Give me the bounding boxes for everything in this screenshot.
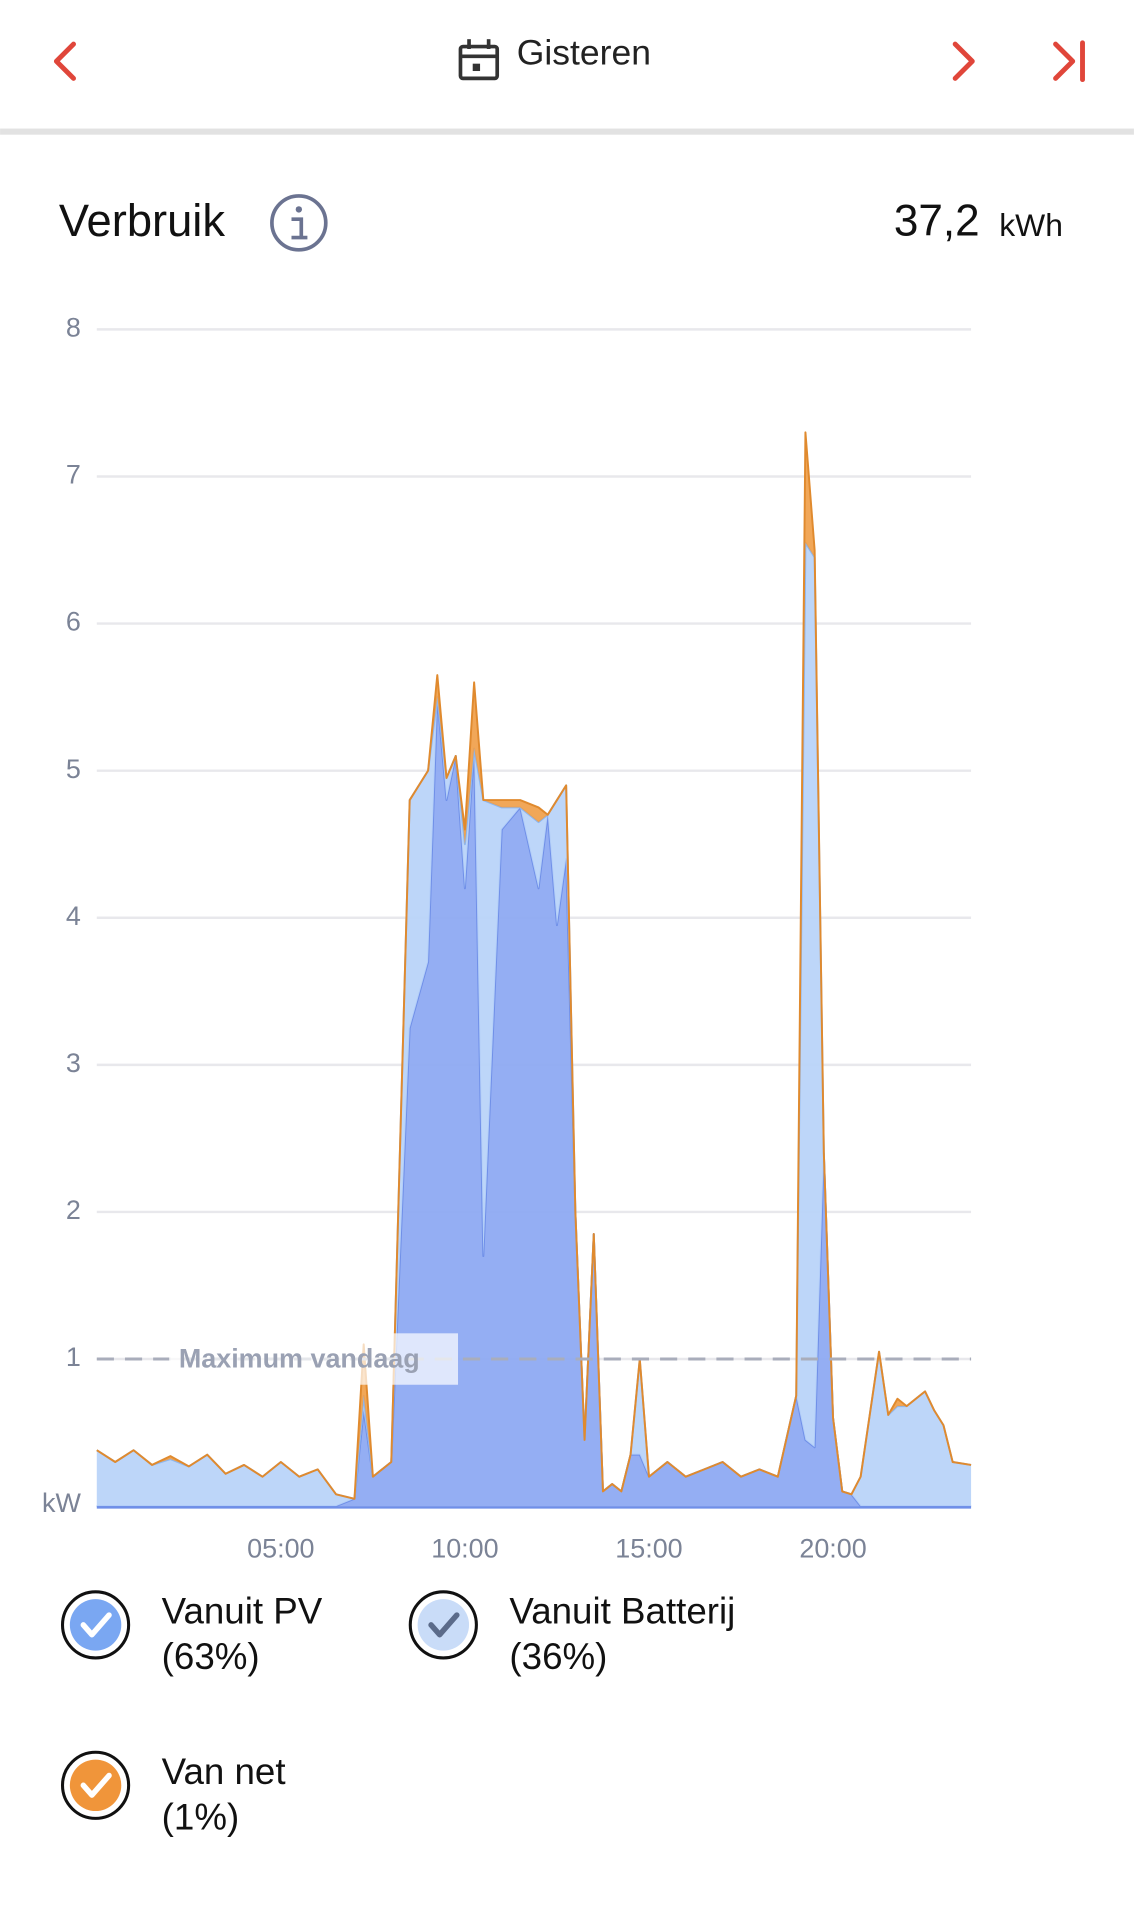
calendar-icon [458, 39, 500, 81]
x-tick-label: 05:00 [247, 1533, 314, 1563]
x-tick-label: 15:00 [615, 1533, 682, 1563]
legend-swatch [69, 1599, 122, 1651]
legend: Vanuit PV(63%) Vanuit Batterij(36%) Van ne… [60, 1590, 735, 1837]
legend-item[interactable]: Vanuit Batterij(36%) [408, 1590, 735, 1677]
x-tick-label: 20:00 [799, 1533, 866, 1563]
legend-share: (63%) [162, 1636, 260, 1677]
y-unit-label: kW [42, 1488, 81, 1518]
legend-label: Vanuit Batterij [509, 1591, 735, 1632]
y-tick-label: 5 [66, 754, 81, 784]
reference-label: Maximum vandaag [179, 1343, 420, 1373]
x-tick-label: 10:00 [431, 1533, 498, 1563]
legend-check [80, 1612, 112, 1638]
legend-swatch [417, 1599, 470, 1651]
reference-label-box [169, 1333, 459, 1385]
y-tick-label: 3 [66, 1048, 81, 1078]
y-tick-label: 6 [66, 607, 81, 637]
legend-label: Vanuit PV [162, 1591, 323, 1632]
legend-check [80, 1772, 112, 1798]
section-title: Verbruik [59, 195, 226, 246]
legend-label: Van net [162, 1751, 286, 1792]
area [96, 542, 972, 1507]
header-title: Gisteren [517, 32, 651, 72]
y-tick-label: 4 [66, 901, 81, 931]
area [96, 697, 972, 1507]
total-value: 37,2 [894, 197, 980, 246]
chart: 1 2 3 4 5 6 7 8 kW Maximum vandaag 05:00 10:00 15:00… [42, 312, 972, 1563]
total-unit: kWh [999, 207, 1063, 243]
legend-item[interactable]: Vanuit PV(63%) [60, 1590, 323, 1677]
legend-item[interactable]: Van net(1%) [60, 1750, 286, 1837]
back-button[interactable] [53, 41, 76, 81]
y-tick-label: 7 [66, 460, 81, 490]
y-tick-label: 8 [66, 312, 81, 342]
legend-share: (36%) [509, 1636, 607, 1677]
legend-swatch [69, 1759, 122, 1812]
y-tick-label: 1 [66, 1342, 81, 1372]
header-divider [0, 128, 1134, 135]
area-line [96, 431, 972, 1500]
legend-share: (1%) [162, 1796, 240, 1837]
next-button[interactable] [952, 41, 975, 81]
y-tick-label: 2 [66, 1195, 81, 1225]
legend-check [428, 1612, 460, 1638]
info-button[interactable] [270, 194, 328, 252]
last-button[interactable] [1053, 40, 1085, 83]
